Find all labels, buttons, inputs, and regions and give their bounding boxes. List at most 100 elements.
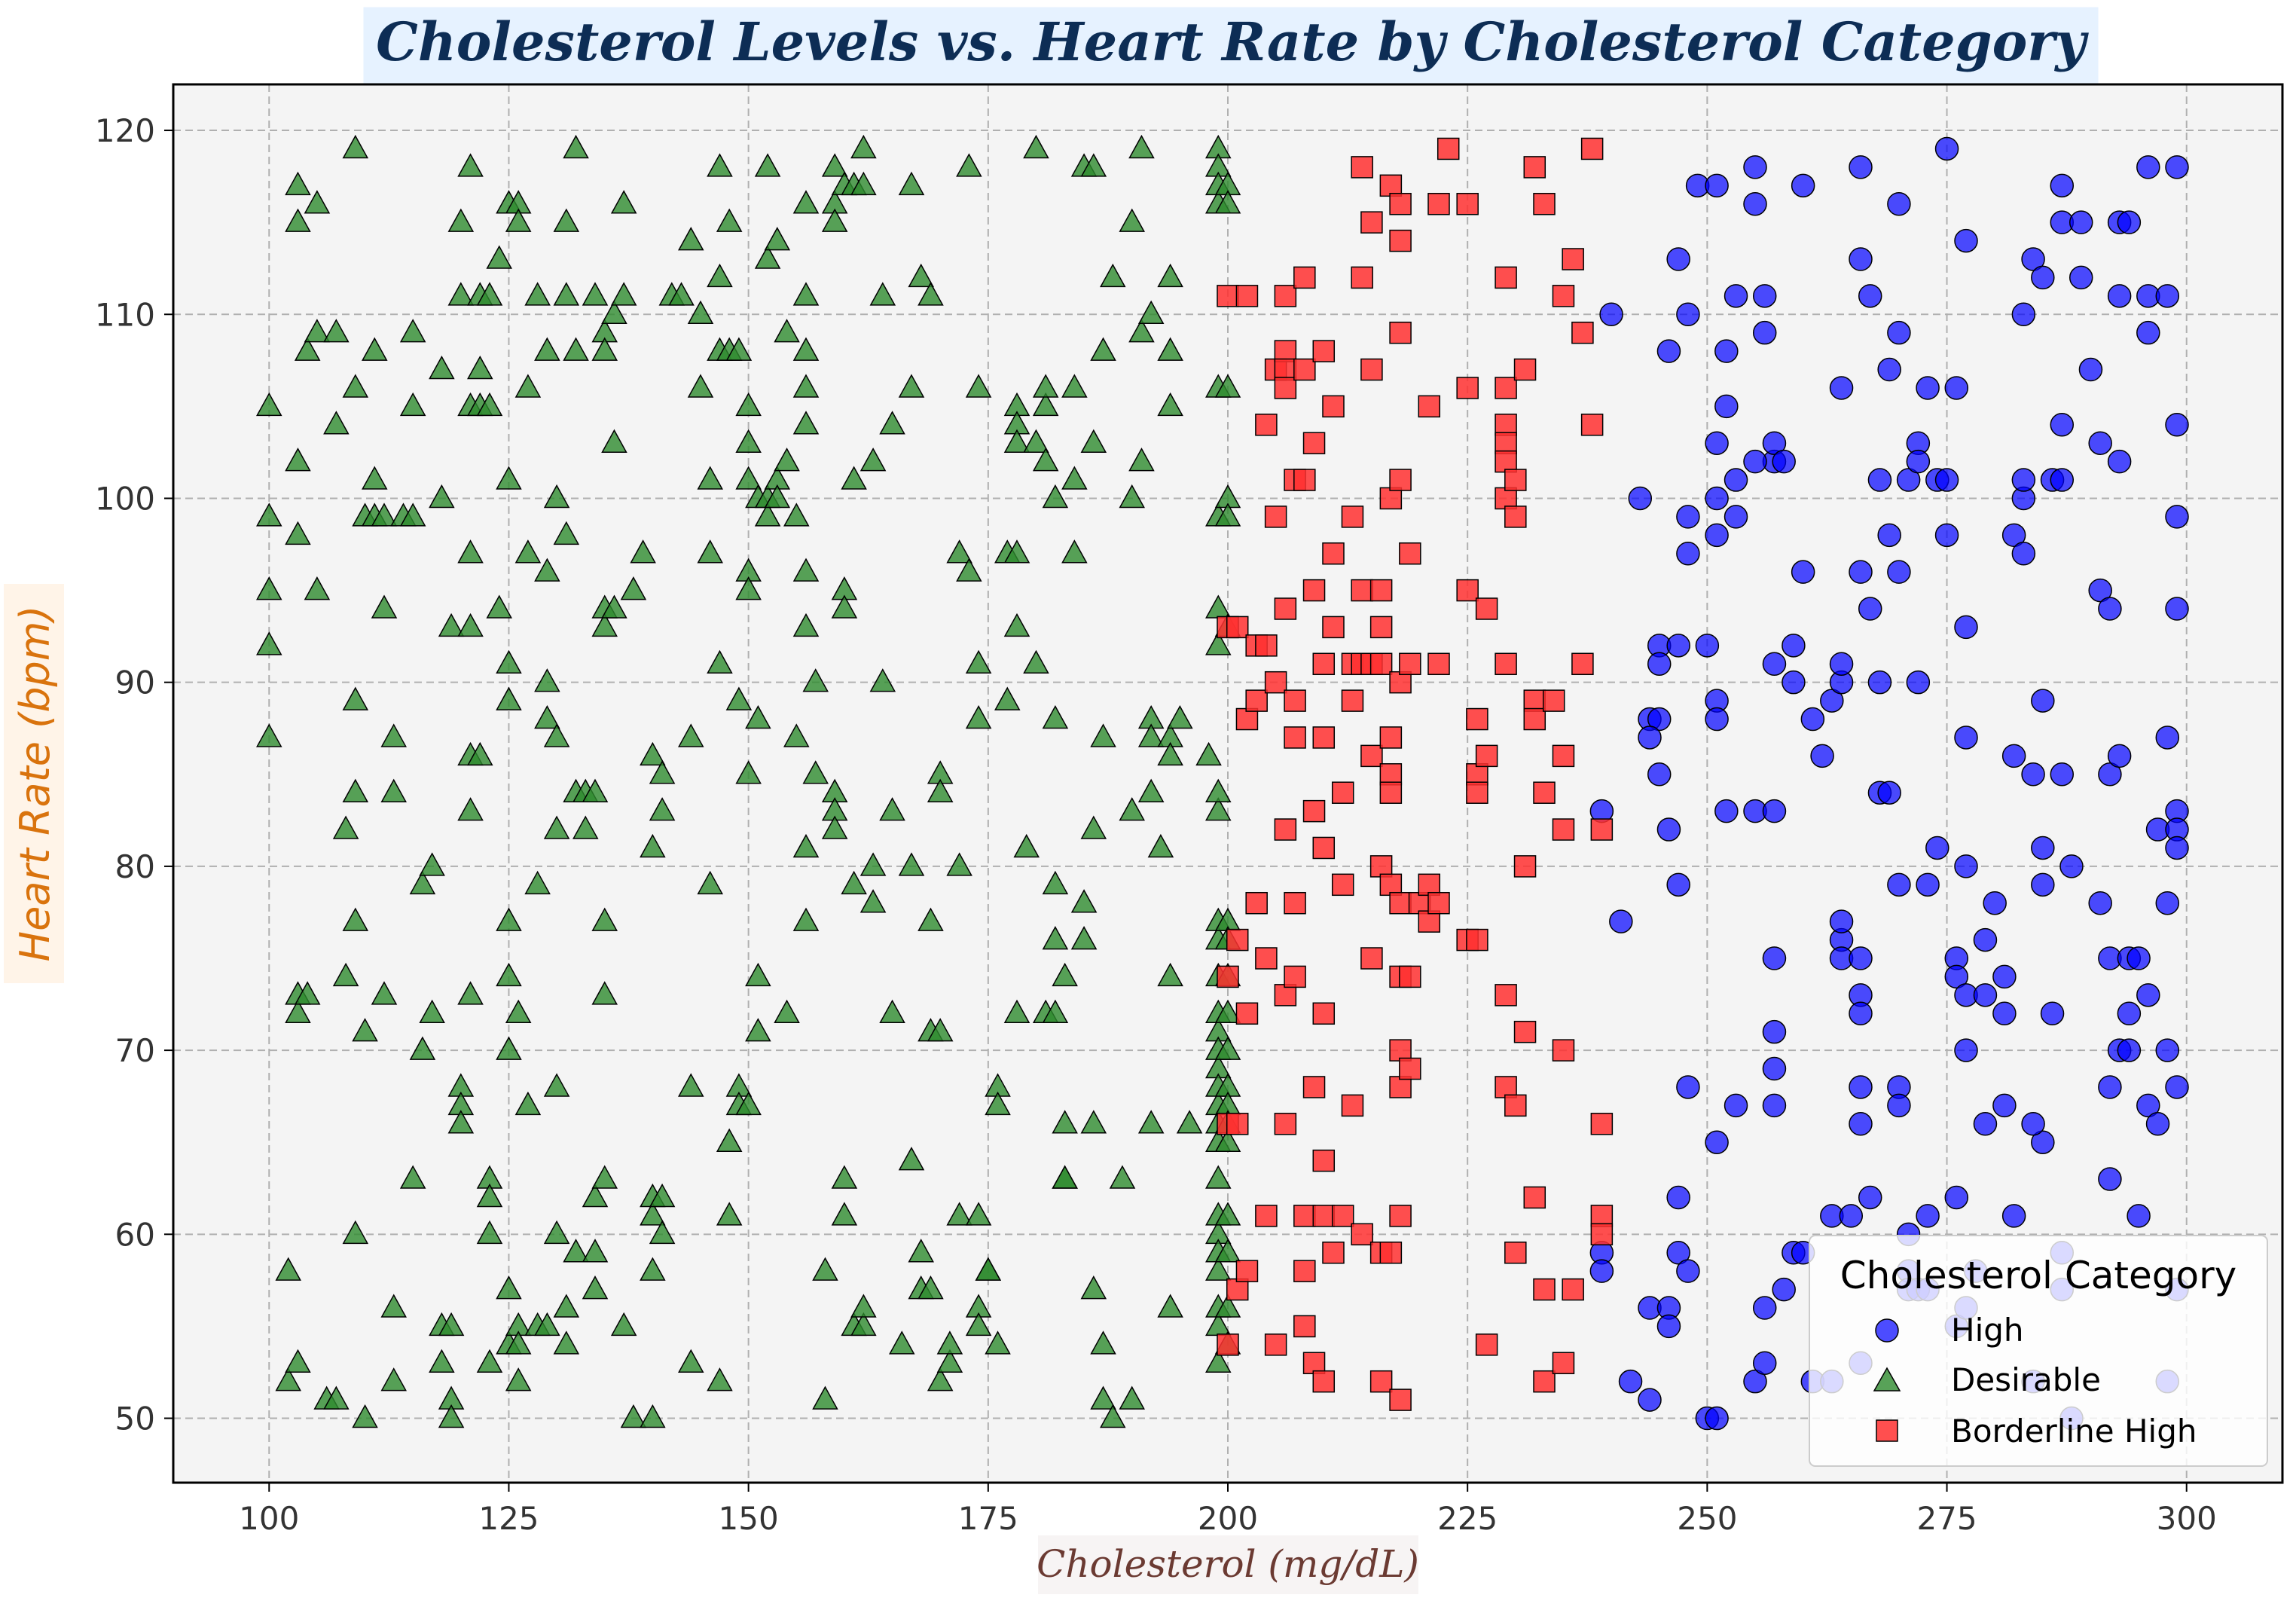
point-high xyxy=(2165,1075,2189,1099)
point-desirable xyxy=(476,1183,503,1208)
point-desirable xyxy=(725,337,753,361)
point-desirable xyxy=(965,1202,992,1226)
point-borderline-high xyxy=(1293,358,1316,381)
point-high xyxy=(1695,634,1720,658)
point-desirable xyxy=(591,907,618,931)
point-desirable xyxy=(783,503,810,527)
point-desirable xyxy=(1003,539,1030,564)
point-high xyxy=(1839,1204,1864,1228)
point-high xyxy=(2040,1001,2065,1026)
point-high xyxy=(1858,284,1882,308)
point-desirable xyxy=(1080,1275,1107,1300)
point-desirable xyxy=(256,723,282,747)
point-borderline-high xyxy=(1475,1333,1498,1356)
point-high xyxy=(1916,872,1940,897)
point-desirable xyxy=(898,171,925,196)
point-borderline-high xyxy=(1264,671,1287,694)
point-desirable xyxy=(1032,374,1059,398)
x-tick-label: 275 xyxy=(1916,1500,1977,1537)
point-desirable xyxy=(1214,1239,1241,1263)
point-borderline-high xyxy=(1389,891,1412,915)
point-high xyxy=(1762,1093,1787,1118)
point-borderline-high xyxy=(1562,248,1584,270)
point-desirable xyxy=(1042,926,1069,950)
point-desirable xyxy=(543,815,570,839)
point-desirable xyxy=(447,282,475,306)
point-borderline-high xyxy=(1562,1278,1584,1301)
point-desirable xyxy=(1023,134,1049,159)
point-high xyxy=(1752,320,1777,345)
point-desirable xyxy=(1042,484,1069,509)
point-high xyxy=(1887,1093,1911,1118)
point-high xyxy=(1656,1314,1681,1339)
point-high xyxy=(2145,1112,2170,1136)
point-desirable xyxy=(429,355,455,380)
point-high xyxy=(1973,983,1998,1007)
x-tick-label: 100 xyxy=(239,1500,299,1537)
point-high xyxy=(1983,891,2007,915)
point-high xyxy=(2117,1001,2142,1026)
point-desirable xyxy=(1157,1294,1183,1318)
legend-marker-desirable xyxy=(1873,1367,1901,1392)
point-desirable xyxy=(256,576,282,600)
point-borderline-high xyxy=(1389,469,1412,491)
point-borderline-high xyxy=(1523,156,1546,179)
point-borderline-high xyxy=(1427,192,1450,215)
point-desirable xyxy=(601,429,627,453)
y-tick-label: 80 xyxy=(115,848,155,885)
point-borderline-high xyxy=(1341,689,1364,712)
point-borderline-high xyxy=(1427,652,1450,676)
point-desirable xyxy=(467,355,493,380)
point-borderline-high xyxy=(1369,855,1393,878)
point-desirable xyxy=(859,889,887,913)
point-desirable xyxy=(496,1036,522,1060)
point-high xyxy=(1954,228,1978,253)
point-borderline-high xyxy=(1369,652,1393,676)
point-high xyxy=(1849,560,1873,584)
point-desirable xyxy=(582,1183,609,1208)
point-desirable xyxy=(553,1330,580,1355)
point-borderline-high xyxy=(1552,818,1575,841)
point-high xyxy=(1705,486,1729,511)
point-desirable xyxy=(630,539,656,564)
point-desirable xyxy=(869,668,896,692)
point-high xyxy=(1628,486,1653,511)
point-desirable xyxy=(285,1349,311,1373)
point-borderline-high xyxy=(1495,487,1517,510)
point-high xyxy=(1705,1406,1729,1431)
point-desirable xyxy=(640,1404,666,1428)
point-desirable xyxy=(496,907,522,931)
point-desirable xyxy=(304,319,331,343)
point-desirable xyxy=(956,558,982,582)
point-high xyxy=(2031,265,2055,290)
point-desirable xyxy=(1205,1349,1232,1373)
point-borderline-high xyxy=(1293,469,1316,491)
point-desirable xyxy=(591,1165,618,1189)
point-desirable xyxy=(831,1165,858,1189)
point-desirable xyxy=(936,1330,963,1355)
point-high xyxy=(1676,1259,1700,1283)
point-desirable xyxy=(678,1073,704,1097)
point-desirable xyxy=(1195,741,1222,766)
point-high xyxy=(1887,320,1911,345)
point-high xyxy=(1954,615,1978,640)
point-desirable xyxy=(1052,962,1078,987)
point-desirable xyxy=(850,134,877,159)
point-desirable xyxy=(275,1257,301,1281)
point-borderline-high xyxy=(1504,1094,1527,1117)
point-desirable xyxy=(1214,374,1241,398)
point-desirable xyxy=(1167,704,1193,729)
point-desirable xyxy=(543,1220,570,1245)
point-high xyxy=(2117,1038,2142,1062)
point-desirable xyxy=(505,999,532,1024)
point-desirable xyxy=(476,1220,503,1245)
point-borderline-high xyxy=(1552,744,1575,768)
point-borderline-high xyxy=(1389,321,1412,344)
legend-label-desirable: Desirable xyxy=(1951,1361,2101,1398)
point-desirable xyxy=(908,263,934,288)
point-high xyxy=(2050,468,2075,492)
point-borderline-high xyxy=(1389,1039,1412,1062)
point-desirable xyxy=(908,1239,934,1263)
point-desirable xyxy=(582,282,609,306)
point-desirable xyxy=(879,411,905,435)
